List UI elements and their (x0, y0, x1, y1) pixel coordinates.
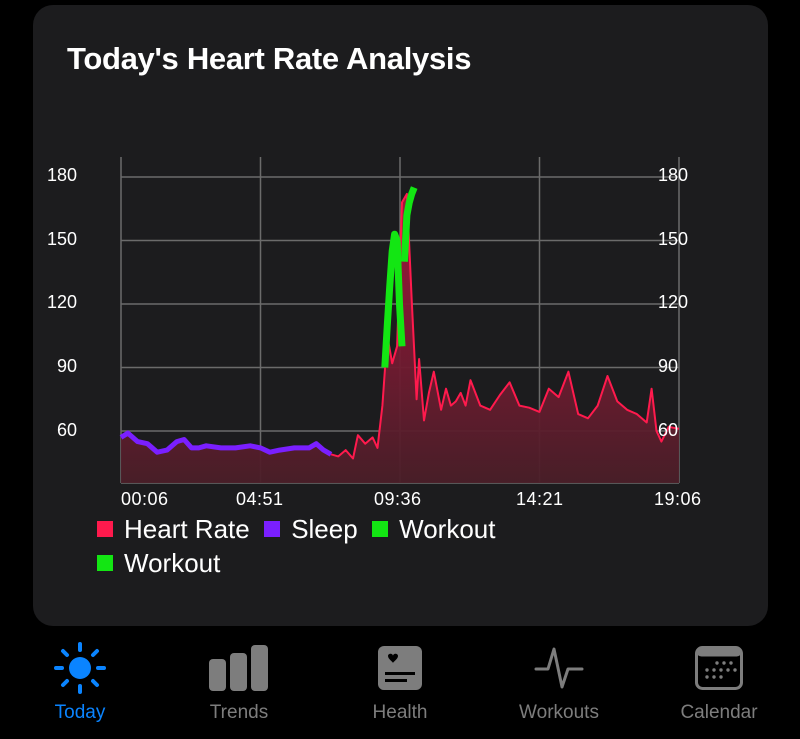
tab-label: Workouts (519, 702, 599, 723)
card-title: Today's Heart Rate Analysis (67, 41, 472, 76)
tab-label: Today (54, 702, 106, 723)
y-tick-60: 60 (56, 420, 77, 440)
y-tick-right-150: 150 (658, 229, 689, 249)
x-tick-0451: 04:51 (236, 489, 284, 509)
y-tick-120: 120 (46, 292, 77, 312)
y-tick-180: 180 (46, 165, 77, 185)
tab-trends[interactable]: Trends (159, 640, 319, 724)
heart-rate-swatch (97, 521, 113, 537)
waveform-icon (479, 640, 639, 696)
legend-label: Workout (399, 513, 496, 544)
legend-sleep: Sleep (264, 512, 358, 546)
tab-calendar[interactable]: Calendar (639, 640, 799, 724)
tab-label: Calendar (680, 702, 758, 723)
tab-workouts[interactable]: Workouts (479, 640, 639, 724)
legend-label: Sleep (291, 513, 358, 544)
tab-label: Health (372, 702, 428, 723)
y-tick-right-120: 120 (658, 292, 689, 312)
tab-today[interactable]: Today (0, 640, 160, 724)
sun-icon (0, 640, 160, 696)
x-tick-0936: 09:36 (374, 489, 422, 509)
health-record-icon (320, 640, 480, 696)
y-tick-right-60: 60 (658, 420, 679, 440)
y-tick-90: 90 (56, 356, 77, 376)
calendar-icon (639, 640, 799, 696)
y-tick-150: 150 (46, 229, 77, 249)
x-tick-1421: 14:21 (516, 489, 564, 509)
tab-bar: Today Trends Health Workou (0, 630, 800, 739)
x-tick-1906: 19:06 (654, 489, 702, 509)
y-tick-right-180: 180 (658, 165, 689, 185)
legend-heart-rate: Heart Rate (97, 512, 250, 546)
workout-swatch (372, 521, 389, 537)
legend-label: Workout (124, 547, 221, 578)
tab-health[interactable]: Health (320, 640, 480, 724)
legend-workout-2: Workout (97, 546, 220, 580)
y-tick-right-90: 90 (658, 356, 679, 376)
legend-workout: Workout (372, 512, 495, 546)
legend-label: Heart Rate (124, 513, 250, 544)
chart-lines (119, 186, 680, 460)
bar-chart-icon (159, 640, 319, 696)
chart-legend: Heart Rate Sleep Workout Workout (97, 512, 557, 580)
sleep-swatch (264, 521, 281, 537)
workout-swatch (97, 555, 113, 571)
x-tick-0006: 00:06 (121, 489, 169, 509)
tab-label: Trends (209, 702, 269, 723)
